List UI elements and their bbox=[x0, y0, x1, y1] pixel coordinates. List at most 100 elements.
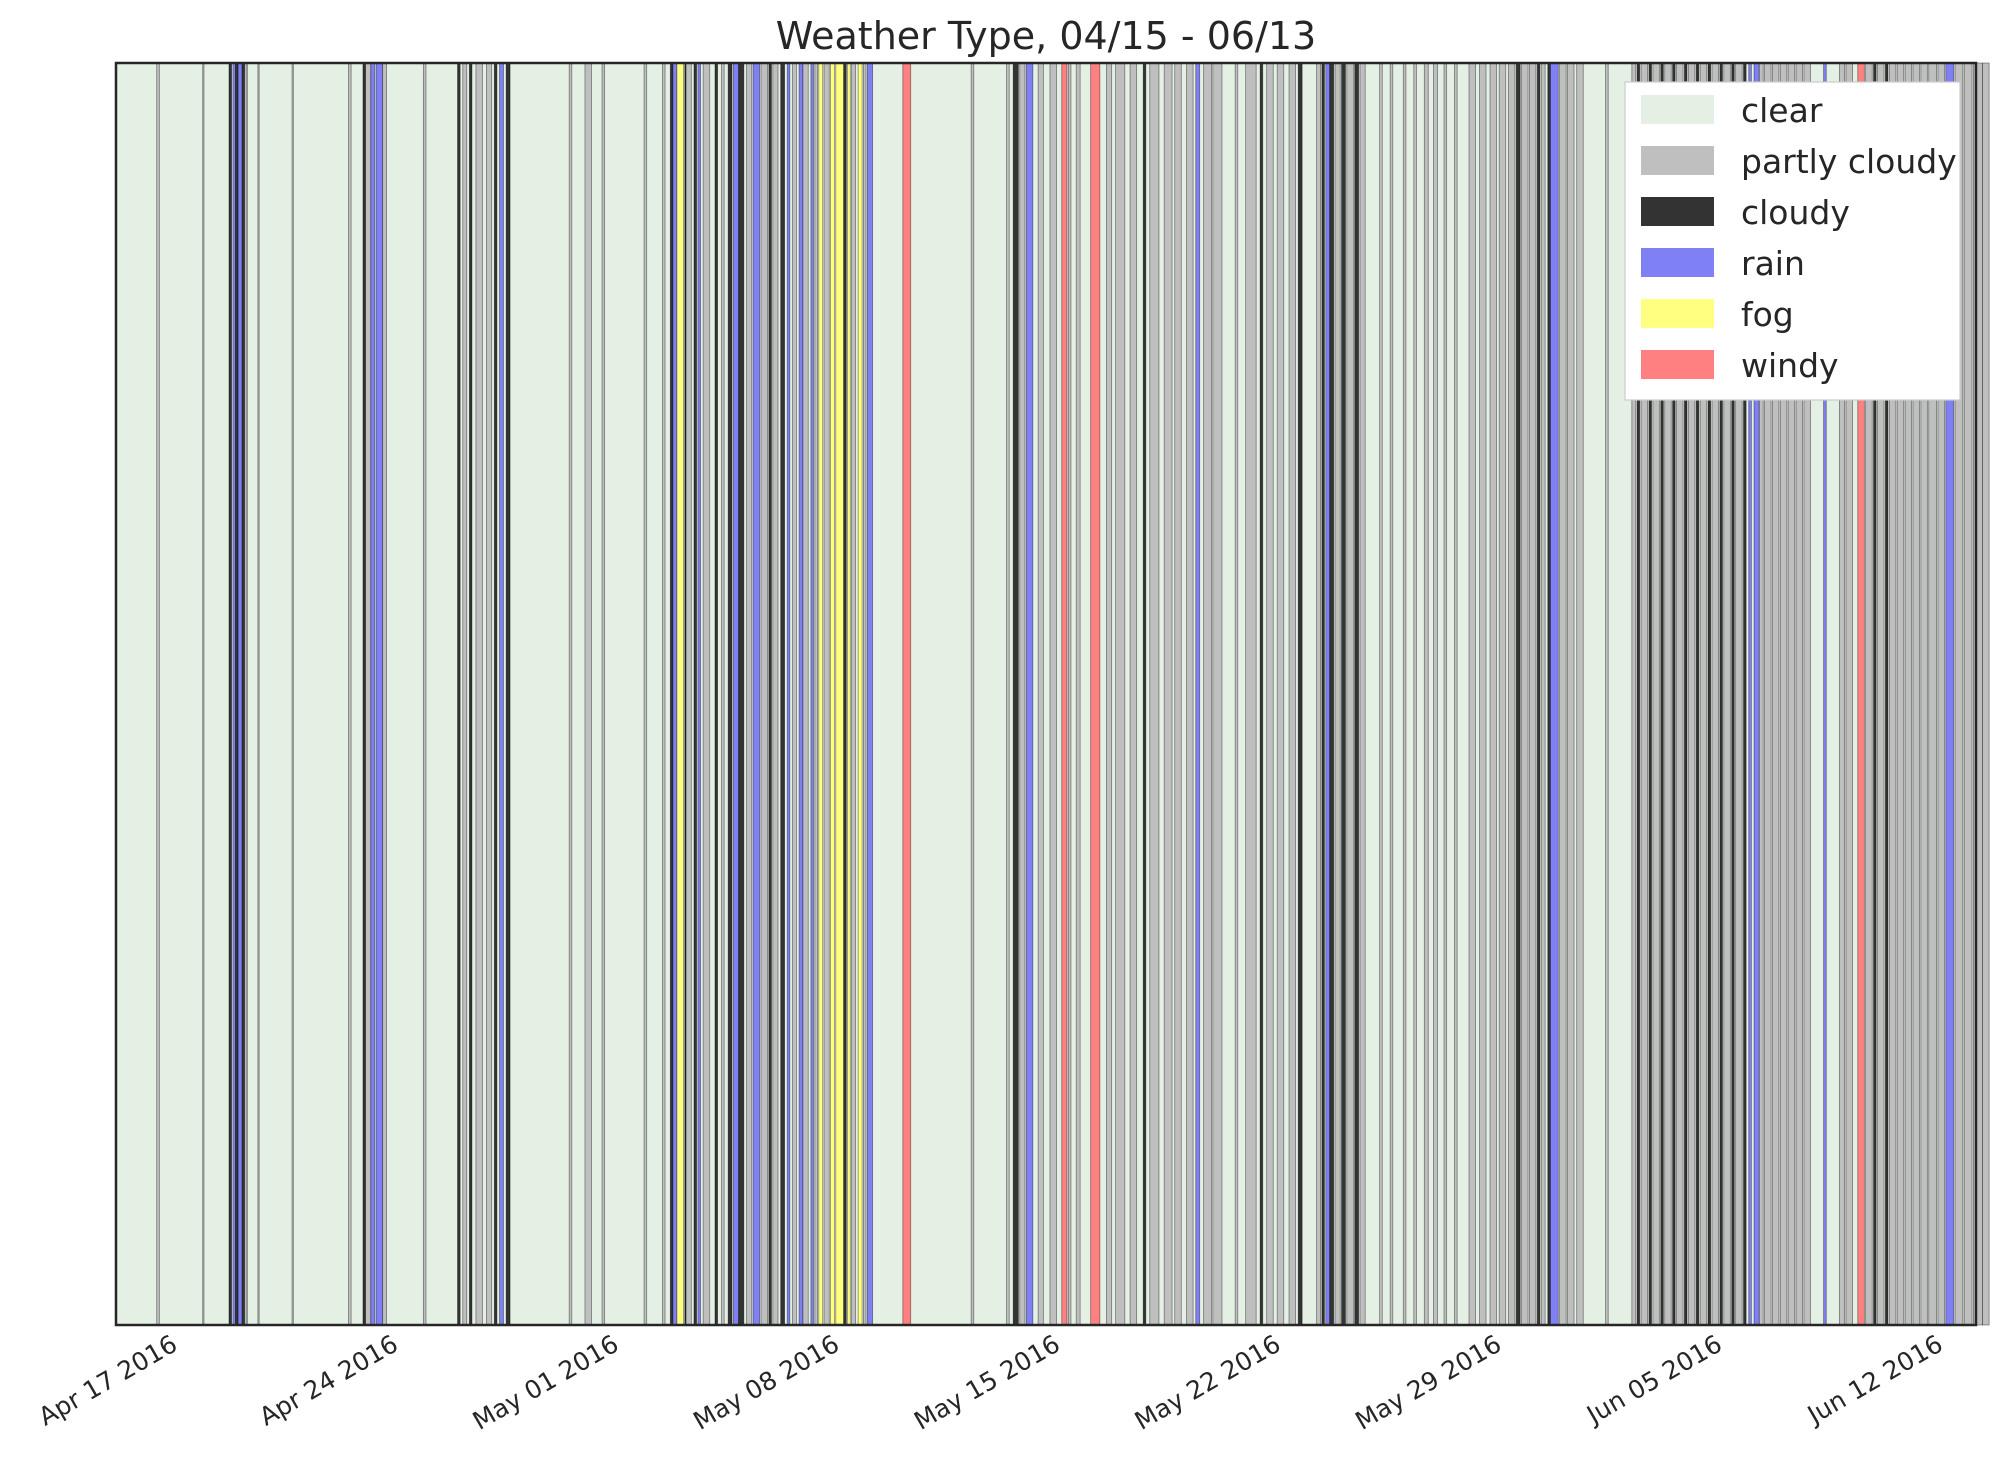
segment-rain bbox=[1550, 62, 1559, 1326]
x-tick-label: May 08 2016 bbox=[688, 1329, 844, 1436]
segment-partly-cloudy bbox=[702, 62, 711, 1326]
segment-rain bbox=[237, 62, 243, 1326]
segment-partly-cloudy bbox=[1507, 62, 1516, 1326]
segment-partly-cloudy bbox=[662, 62, 666, 1326]
segment-partly-cloudy bbox=[970, 62, 975, 1326]
segment-partly-cloudy bbox=[1203, 62, 1212, 1326]
segment-rain bbox=[1195, 62, 1201, 1326]
legend-swatch-partly-cloudy bbox=[1641, 146, 1714, 175]
segment-partly-cloudy bbox=[643, 62, 648, 1326]
segment-partly-cloudy bbox=[1186, 62, 1194, 1326]
segment-cloudy bbox=[1354, 62, 1360, 1326]
segment-partly-cloudy bbox=[1423, 62, 1429, 1326]
segment-cloudy bbox=[780, 62, 785, 1326]
segment-partly-cloudy bbox=[863, 62, 867, 1326]
segment-partly-cloudy bbox=[382, 62, 387, 1326]
segment-rain bbox=[732, 62, 740, 1326]
segment-partly-cloudy bbox=[245, 62, 248, 1326]
x-tick-label: May 01 2016 bbox=[468, 1329, 624, 1436]
segment-partly-cloudy bbox=[1559, 62, 1567, 1326]
segment-cloudy bbox=[505, 62, 511, 1326]
segment-partly-cloudy bbox=[1413, 62, 1417, 1326]
legend-swatch-fog bbox=[1641, 299, 1714, 328]
segment-rain bbox=[1325, 62, 1331, 1326]
segment-cloudy bbox=[1297, 62, 1303, 1326]
segment-cloudy bbox=[768, 62, 772, 1326]
segment-partly-cloudy bbox=[1276, 62, 1285, 1326]
segment-fog bbox=[830, 62, 835, 1326]
legend-label-cloudy: cloudy bbox=[1741, 193, 1850, 232]
legend-swatch-windy bbox=[1641, 350, 1714, 379]
chart-title: Weather Type, 04/15 - 06/13 bbox=[776, 14, 1316, 58]
legend-label-clear: clear bbox=[1741, 91, 1823, 130]
segment-cloudy bbox=[457, 62, 461, 1326]
segment-partly-cloudy bbox=[1605, 62, 1609, 1326]
segment-partly-cloudy bbox=[1972, 62, 1983, 1326]
segment-partly-cloudy bbox=[1245, 62, 1257, 1326]
segment-windy bbox=[902, 62, 912, 1326]
segment-cloudy bbox=[1329, 62, 1335, 1326]
legend-swatch-clear bbox=[1641, 95, 1714, 124]
segment-partly-cloudy bbox=[1982, 62, 1990, 1326]
segment-cloudy bbox=[493, 62, 498, 1326]
segment-partly-cloudy bbox=[1316, 62, 1321, 1326]
segment-cloudy bbox=[1515, 62, 1521, 1326]
plot-frame bbox=[114, 61, 1978, 1327]
segment-partly-cloudy bbox=[772, 62, 779, 1326]
segment-partly-cloudy bbox=[685, 62, 692, 1326]
segment-rain bbox=[786, 62, 791, 1326]
segment-cloudy bbox=[843, 62, 847, 1326]
legend-label-rain: rain bbox=[1741, 244, 1805, 283]
segment-partly-cloudy bbox=[1498, 62, 1507, 1326]
segment-rain bbox=[1025, 62, 1034, 1326]
segment-partly-cloudy bbox=[721, 62, 725, 1326]
segment-rain bbox=[752, 62, 761, 1326]
segment-partly-cloudy bbox=[1389, 62, 1394, 1326]
x-axis: Apr 17 2016 Apr 24 2016 May 01 2016 May 08 … bbox=[34, 1329, 1948, 1436]
segment-partly-cloudy bbox=[1106, 62, 1113, 1326]
segment-partly-cloudy bbox=[823, 62, 830, 1326]
segment-partly-cloudy bbox=[1379, 62, 1383, 1326]
segment-partly-cloudy bbox=[1433, 62, 1438, 1326]
segment-partly-cloudy bbox=[348, 62, 352, 1326]
segment-partly-cloudy bbox=[1006, 62, 1010, 1326]
segment-partly-cloudy bbox=[1163, 62, 1173, 1326]
segment-cloudy bbox=[1536, 62, 1541, 1326]
segment-partly-cloudy bbox=[1174, 62, 1182, 1326]
x-tick-label: May 22 2016 bbox=[1130, 1329, 1286, 1436]
segment-partly-cloudy bbox=[601, 62, 606, 1326]
segment-rain bbox=[375, 62, 384, 1326]
segment-rain bbox=[798, 62, 804, 1326]
segment-partly-cloudy bbox=[1402, 62, 1407, 1326]
segment-partly-cloudy bbox=[1067, 62, 1072, 1326]
segment-partly-cloudy bbox=[257, 62, 260, 1326]
segment-partly-cloudy bbox=[1212, 62, 1223, 1326]
segment-partly-cloudy bbox=[1454, 62, 1458, 1326]
segment-fog bbox=[676, 62, 684, 1326]
segment-rain bbox=[370, 62, 376, 1326]
segment-partly-cloudy bbox=[1288, 62, 1296, 1326]
segment-partly-cloudy bbox=[1528, 62, 1537, 1326]
legend-box bbox=[1624, 81, 1961, 401]
segment-partly-cloudy bbox=[746, 62, 753, 1326]
segment-partly-cloudy bbox=[475, 62, 483, 1326]
legend-items: clear partly cloudy cloudy rain fog windy bbox=[1641, 91, 1957, 385]
x-tick-label: Apr 24 2016 bbox=[254, 1329, 402, 1431]
legend-swatch-rain bbox=[1641, 248, 1714, 277]
segment-partly-cloudy bbox=[1037, 62, 1044, 1326]
segment-cloudy bbox=[714, 62, 719, 1326]
segment-partly-cloudy bbox=[1567, 62, 1575, 1326]
segment-fog bbox=[847, 62, 851, 1326]
segment-cloudy bbox=[241, 62, 246, 1326]
segment-windy bbox=[1090, 62, 1101, 1326]
segment-partly-cloudy bbox=[1479, 62, 1487, 1326]
segment-fog bbox=[857, 62, 863, 1326]
segment-partly-cloudy bbox=[1359, 62, 1366, 1326]
segment-cloudy bbox=[727, 62, 733, 1326]
legend-swatch-cloudy bbox=[1641, 197, 1714, 226]
x-tick-label: May 15 2016 bbox=[909, 1329, 1065, 1436]
segment-cloudy bbox=[1142, 62, 1147, 1326]
segment-partly-cloudy bbox=[584, 62, 592, 1326]
segment-rain bbox=[499, 62, 504, 1326]
